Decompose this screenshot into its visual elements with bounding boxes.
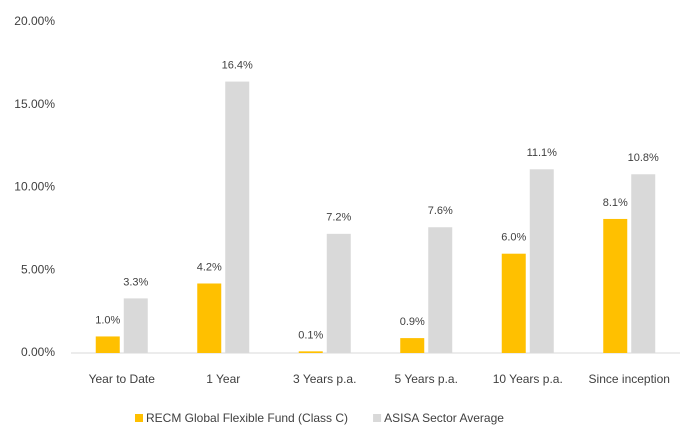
bar [123, 298, 148, 353]
value-label: 8.1% [603, 197, 628, 209]
legend-swatch [135, 414, 143, 422]
legend-swatch [373, 414, 382, 422]
value-label: 16.4% [222, 59, 253, 71]
x-tick-label: Year to Date [89, 372, 156, 386]
x-tick-label: 10 Years p.a. [493, 372, 563, 386]
bar [603, 218, 628, 353]
value-label: 0.1% [298, 329, 323, 341]
bar [631, 174, 656, 353]
bar [428, 227, 453, 353]
bar [197, 283, 222, 353]
value-label: 0.9% [400, 316, 425, 328]
value-label: 7.2% [326, 212, 351, 224]
legend-label: ASISA Sector Average [384, 411, 504, 425]
value-label: 10.8% [628, 152, 659, 164]
x-tick-label: 3 Years p.a. [293, 372, 356, 386]
x-tick-label: 1 Year [206, 372, 240, 386]
value-label: 7.6% [428, 205, 453, 217]
bar [501, 253, 526, 353]
bar [326, 233, 351, 353]
bar [529, 169, 554, 353]
value-label: 3.3% [123, 276, 148, 288]
bar [298, 351, 323, 353]
value-label: 11.1% [527, 147, 558, 159]
y-tick-label: 0.00% [21, 345, 55, 359]
y-tick-label: 10.00% [14, 180, 55, 194]
legend-label: RECM Global Flexible Fund (Class C) [146, 411, 348, 425]
bar [225, 81, 250, 353]
x-tick-label: Since inception [589, 372, 670, 386]
bar [400, 338, 425, 353]
value-label: 6.0% [501, 232, 526, 244]
bar [95, 336, 120, 353]
y-tick-label: 5.00% [21, 262, 55, 276]
y-tick-label: 20.00% [14, 14, 55, 28]
value-label: 1.0% [95, 314, 120, 326]
x-tick-label: 5 Years p.a. [395, 372, 458, 386]
value-label: 4.2% [197, 261, 222, 273]
y-tick-label: 15.00% [14, 97, 55, 111]
